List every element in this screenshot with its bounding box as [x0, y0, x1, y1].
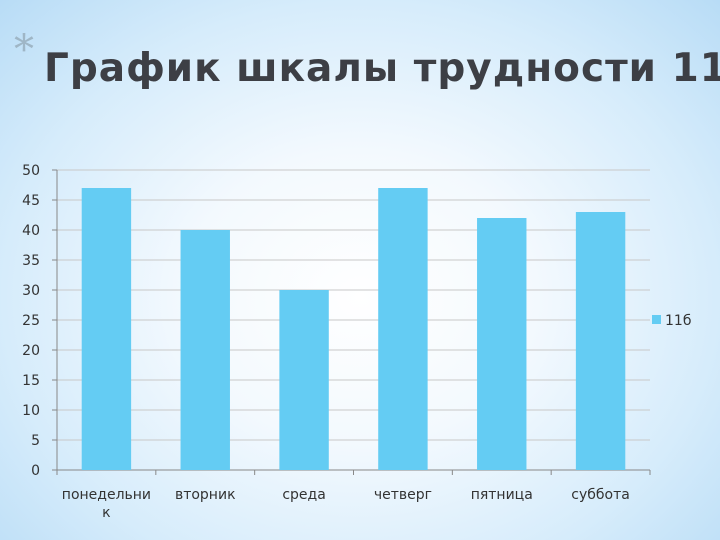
x-category-label: среда	[282, 487, 325, 503]
y-tick-label: 45	[22, 193, 40, 209]
title-bullet: *	[14, 27, 34, 73]
legend-label: 11б	[665, 313, 691, 329]
y-tick-label: 30	[22, 283, 40, 299]
legend-swatch	[652, 315, 661, 324]
x-category-label: суббота	[571, 487, 630, 503]
y-tick-label: 25	[22, 313, 40, 329]
bar	[378, 188, 428, 470]
y-tick-label: 0	[31, 463, 40, 479]
bar	[279, 290, 329, 470]
y-tick-label: 50	[22, 163, 40, 179]
x-category-label: четверг	[374, 487, 432, 503]
x-category-label: вторник	[175, 487, 236, 503]
bar	[180, 230, 230, 470]
x-category-label: пятница	[471, 487, 533, 503]
bar	[575, 212, 626, 470]
bar	[477, 218, 527, 470]
x-category-label: к	[102, 505, 110, 521]
y-tick-label: 40	[22, 223, 40, 239]
y-tick-label: 5	[31, 433, 40, 449]
slide-title-area: * График шкалы трудности 11б	[14, 27, 720, 100]
y-tick-label: 35	[22, 253, 40, 269]
y-tick-label: 20	[22, 343, 40, 359]
y-tick-label: 15	[22, 373, 40, 389]
bar	[81, 188, 132, 470]
y-tick-label: 10	[22, 403, 40, 419]
bar-chart: 0 5 10 15 20 25 30 35 40 45 50 понедельни к вторник ср…	[22, 163, 691, 521]
x-category-label: понедельни	[62, 487, 151, 503]
page-title: График шкалы трудности 11б	[44, 46, 720, 91]
